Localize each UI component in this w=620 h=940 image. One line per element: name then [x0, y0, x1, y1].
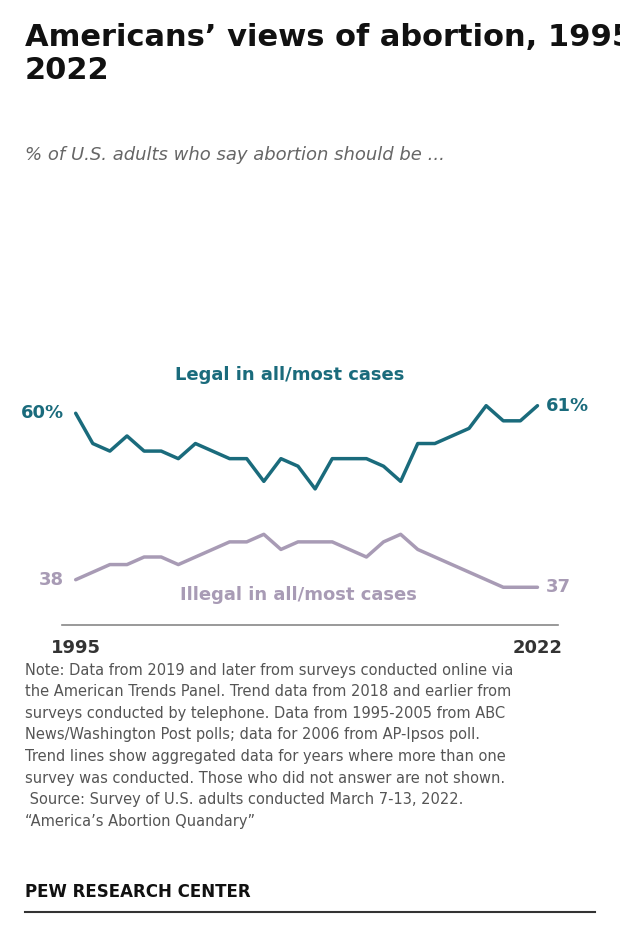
Text: % of U.S. adults who say abortion should be ...: % of U.S. adults who say abortion should… [25, 146, 445, 164]
Text: Legal in all/most cases: Legal in all/most cases [175, 367, 404, 384]
Text: 61%: 61% [546, 397, 589, 415]
Text: Note: Data from 2019 and later from surveys conducted online via
the American Tr: Note: Data from 2019 and later from surv… [25, 663, 513, 829]
Text: Americans’ views of abortion, 1995-
2022: Americans’ views of abortion, 1995- 2022 [25, 24, 620, 85]
Text: Illegal in all/most cases: Illegal in all/most cases [180, 586, 417, 603]
Text: 60%: 60% [20, 404, 64, 422]
Text: 38: 38 [38, 571, 64, 588]
Text: 37: 37 [546, 578, 571, 596]
Text: PEW RESEARCH CENTER: PEW RESEARCH CENTER [25, 883, 250, 901]
